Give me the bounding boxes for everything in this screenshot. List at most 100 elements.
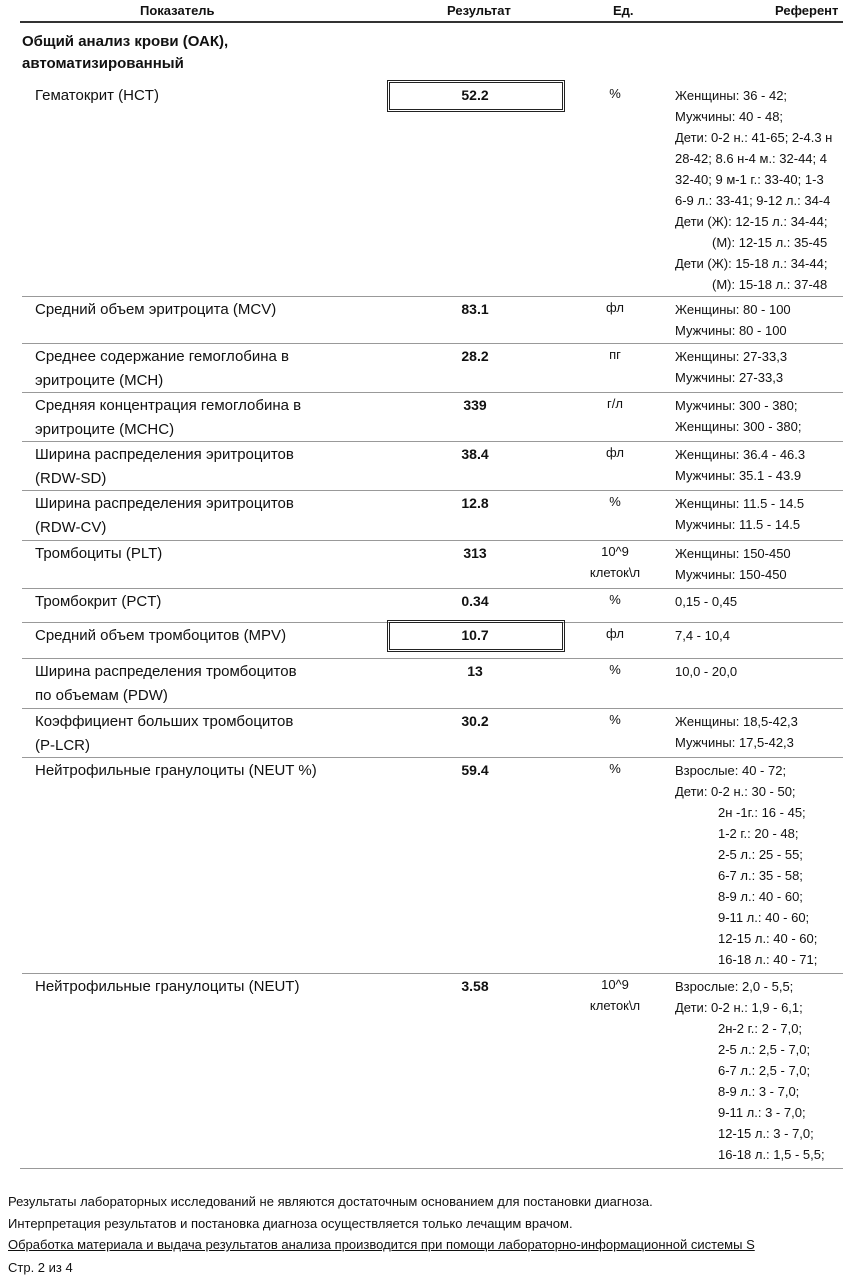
reference: Взрослые: 2,0 - 5,5; (675, 979, 794, 994)
unit: % (609, 592, 621, 607)
test-name: Нейтрофильные гранулоциты (NEUT %) (35, 762, 317, 779)
result: 52.2 (461, 87, 489, 103)
reference: Дети (Ж): 12-15 л.: 34-44; (675, 214, 828, 229)
reference: Женщины: 36.4 - 46.3 (675, 447, 806, 462)
reference: 7,4 - 10,4 (675, 628, 730, 643)
unit: фл (606, 626, 624, 641)
row-rule (22, 708, 843, 709)
test-name: Ширина распределения эритроцитов (35, 446, 294, 463)
result-flag-box (387, 620, 565, 652)
reference: Мужчины: 40 - 48; (675, 109, 784, 124)
test-name: эритроците (MCHC) (35, 421, 175, 438)
row-rule (22, 441, 843, 442)
test-name: Ширина распределения эритроцитов (35, 495, 294, 512)
reference: 12-15 л.: 40 - 60; (718, 931, 818, 946)
reference: 16-18 л.: 40 - 71; (718, 952, 818, 967)
reference: 2-5 л.: 25 - 55; (718, 847, 803, 862)
reference: Мужчины: 27-33,3 (675, 370, 784, 385)
result-flag-box (387, 80, 565, 112)
row-rule (22, 973, 843, 974)
result: 38.4 (461, 446, 489, 462)
reference: Женщины: 27-33,3 (675, 349, 788, 364)
reference: Мужчины: 150-450 (675, 567, 787, 582)
reference: 2-5 л.: 2,5 - 7,0; (718, 1042, 811, 1057)
test-name: Коэффициент больших тромбоцитов (35, 713, 294, 730)
reference: Женщины: 150-450 (675, 546, 791, 561)
row-rule (22, 540, 843, 541)
result: 59.4 (461, 762, 489, 778)
reference: Дети (Ж): 15-18 л.: 34-44; (675, 256, 828, 271)
reference: Дети: 0-2 н.: 30 - 50; (675, 784, 796, 799)
reference: 6-9 л.: 33-41; 9-12 л.: 34-4 (675, 193, 831, 208)
reference: 6-7 л.: 2,5 - 7,0; (718, 1063, 811, 1078)
reference: 9-11 л.: 3 - 7,0; (718, 1105, 806, 1120)
section-title: Общий анализ крови (ОАК), (22, 33, 229, 50)
reference: Мужчины: 80 - 100 (675, 323, 787, 338)
reference: Взрослые: 40 - 72; (675, 763, 787, 778)
row-rule (22, 343, 843, 344)
column-header: Показатель (140, 3, 215, 18)
test-name: Тромбокрит (PCT) (35, 593, 162, 610)
reference: 1-2 г.: 20 - 48; (718, 826, 799, 841)
result: 339 (463, 397, 487, 413)
unit: клеток\л (589, 998, 641, 1013)
footer-note: Результаты лабораторных исследований не … (8, 1194, 653, 1209)
test-name: Средняя концентрация гемоглобина в (35, 397, 302, 414)
reference: Мужчины: 35.1 - 43.9 (675, 468, 802, 483)
reference: 8-9 л.: 40 - 60; (718, 889, 803, 904)
unit: 10^9 (601, 544, 629, 559)
reference: Женщины: 80 - 100 (675, 302, 791, 317)
row-rule (22, 658, 843, 659)
unit: % (609, 494, 621, 509)
row-rule (22, 296, 843, 297)
result: 10.7 (461, 627, 489, 643)
reference: Дети: 0-2 н.: 41-65; 2-4.3 н (675, 130, 833, 145)
test-name: эритроците (MCH) (35, 372, 164, 389)
reference: Дети: 0-2 н.: 1,9 - 6,1; (675, 1000, 803, 1015)
reference: Мужчины: 300 - 380; (675, 398, 798, 413)
test-name: Ширина распределения тромбоцитов (35, 663, 297, 680)
unit: % (609, 761, 621, 776)
reference: 8-9 л.: 3 - 7,0; (718, 1084, 800, 1099)
test-name: (RDW-CV) (35, 519, 107, 536)
test-name: (P-LCR) (35, 737, 90, 754)
reference: Мужчины: 17,5-42,3 (675, 735, 794, 750)
row-rule (22, 757, 843, 758)
reference: 2н-2 г.: 2 - 7,0; (718, 1021, 803, 1036)
test-name: по объемам (PDW) (35, 687, 168, 704)
test-name: Среднее содержание гемоглобина в (35, 348, 290, 365)
test-name: Средний объем тромбоцитов (MPV) (35, 627, 287, 644)
test-name: Нейтрофильные гранулоциты (NEUT) (35, 978, 300, 995)
test-name: Гематокрит (HCT) (35, 87, 159, 104)
column-header: Результат (447, 3, 511, 18)
reference: Женщины: 18,5-42,3 (675, 714, 798, 729)
reference: 10,0 - 20,0 (675, 664, 738, 679)
reference: 6-7 л.: 35 - 58; (718, 868, 803, 883)
result: 13 (467, 663, 483, 679)
unit: пг (609, 347, 621, 362)
row-rule (22, 588, 843, 589)
reference: 32-40; 9 м-1 г.: 33-40; 1-3 (675, 172, 824, 187)
reference: 9-11 л.: 40 - 60; (718, 910, 810, 925)
footer-note: Обработка материала и выдача результатов… (8, 1237, 755, 1252)
unit: % (609, 712, 621, 727)
result: 30.2 (461, 713, 489, 729)
result: 28.2 (461, 348, 489, 364)
column-header: Ед. (613, 3, 634, 18)
result: 83.1 (461, 301, 489, 317)
unit: фл (606, 445, 624, 460)
result: 313 (463, 545, 487, 561)
footer-note: Интерпретация результатов и постановка д… (8, 1216, 573, 1231)
reference: Женщины: 36 - 42; (675, 88, 788, 103)
result: 0.34 (461, 593, 489, 609)
reference: 12-15 л.: 3 - 7,0; (718, 1126, 814, 1141)
reference: 2н -1г.: 16 - 45; (718, 805, 806, 820)
result: 12.8 (461, 495, 489, 511)
column-header: Референт (775, 3, 839, 18)
unit: клеток\л (589, 565, 641, 580)
reference: Женщины: 11.5 - 14.5 (675, 496, 805, 511)
unit: % (609, 662, 621, 677)
header-rule (20, 21, 843, 23)
unit: % (609, 86, 621, 101)
reference: (М): 12-15 л.: 35-45 (712, 235, 828, 250)
